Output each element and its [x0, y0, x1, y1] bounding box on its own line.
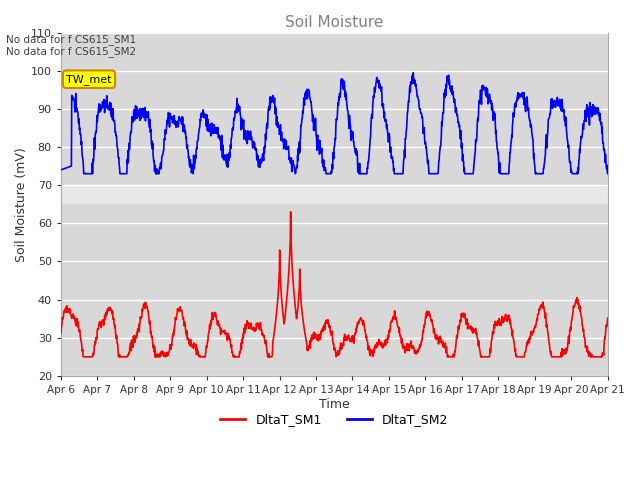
Text: No data for f CS615_SM1
No data for f CS615_SM2: No data for f CS615_SM1 No data for f CS… [6, 34, 136, 57]
Title: Soil Moisture: Soil Moisture [285, 15, 383, 30]
Bar [61, 204, 608, 376]
Text: TW_met: TW_met [67, 74, 112, 84]
Y-axis label: Soil Moisture (mV): Soil Moisture (mV) [15, 147, 28, 262]
Legend: DltaT_SM1, DltaT_SM2: DltaT_SM1, DltaT_SM2 [216, 408, 453, 432]
Bar [61, 33, 608, 185]
X-axis label: Time: Time [319, 398, 349, 411]
